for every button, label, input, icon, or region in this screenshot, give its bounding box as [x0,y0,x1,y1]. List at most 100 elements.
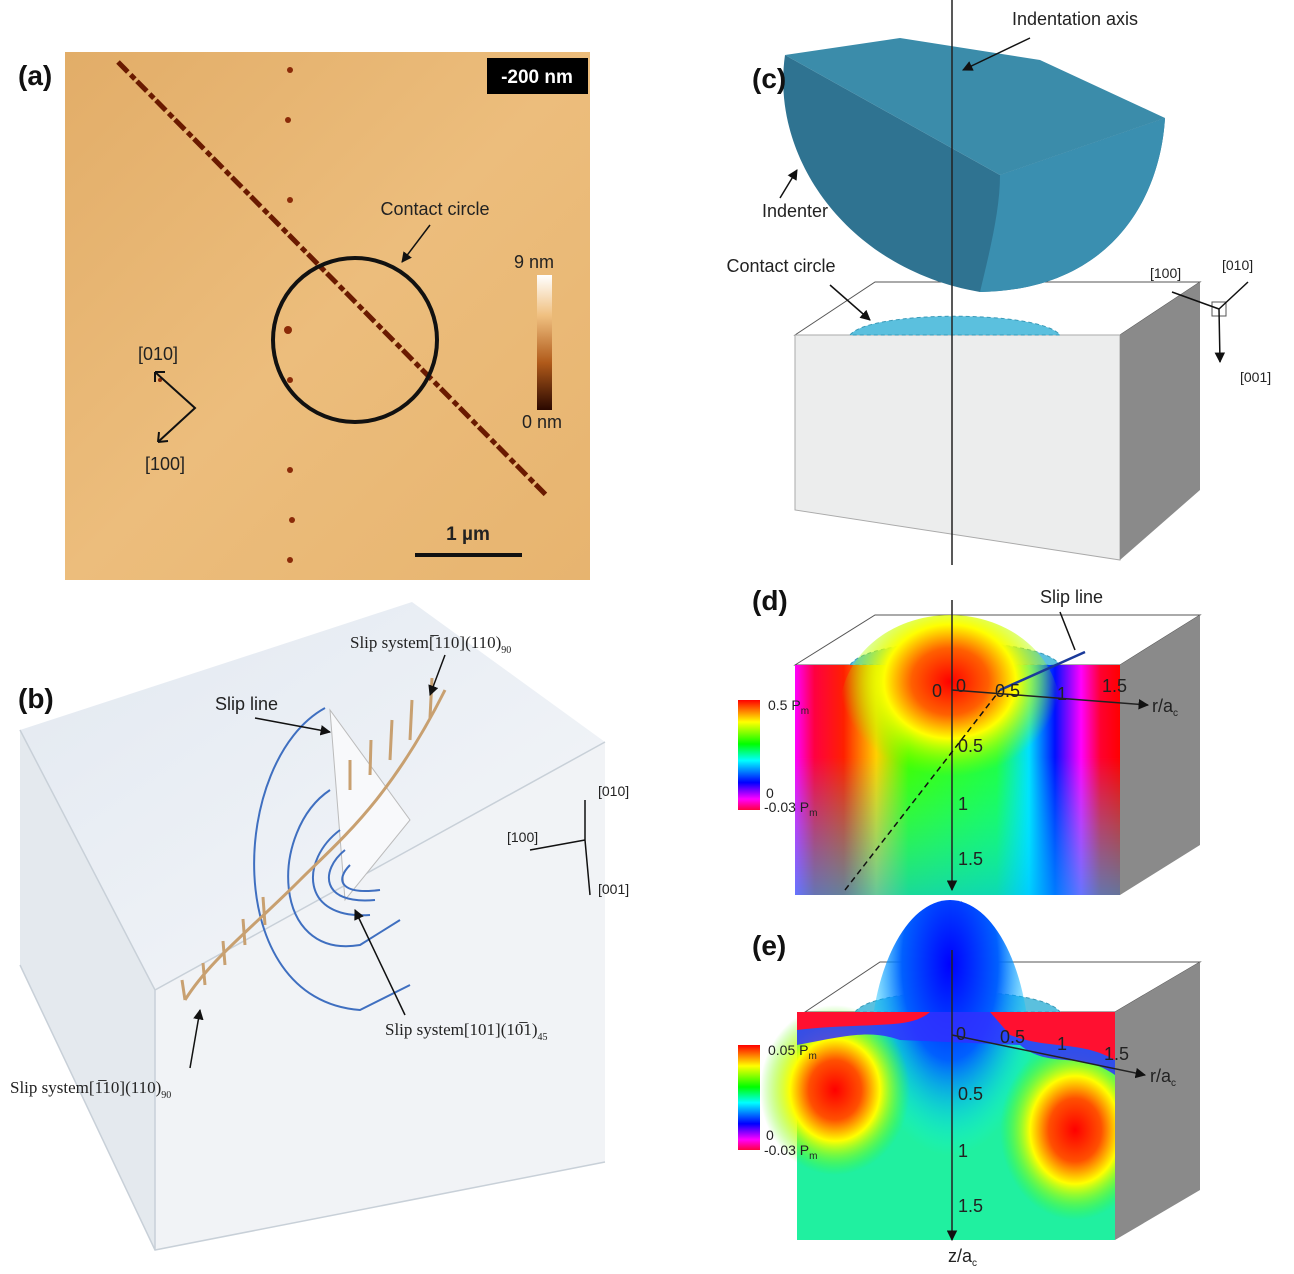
contact-area [848,315,1062,336]
colorbar [537,275,552,410]
r-tick-labels: 0 0.5 1 1.5 [932,676,1127,704]
z-tick-label: 0.5 [958,1084,983,1104]
r-tick-label: 0 [932,681,942,701]
slip-trace [116,60,550,499]
r-tick-label: 1.5 [1102,676,1127,696]
colorbar-min: -0.03 Pm [764,799,817,819]
direction-label: [100] [145,454,185,474]
z-tick-label: 0 [956,1024,966,1044]
r-tick-label: 1 [1057,684,1067,704]
afm-dots [158,67,295,563]
z-tick-label: 0.5 [958,736,983,756]
colorbar-min: 0 nm [522,412,562,432]
depth-label: -200 nm [501,67,573,88]
slip-line-projection [844,689,1001,891]
box-edges [19,729,606,1251]
panel-label: (a) [18,60,52,91]
annotation: Slip system[̅110](110)90 [350,633,511,656]
arrow [1059,611,1076,651]
z-tick-label: 1 [958,1141,968,1161]
annotation: Slip system[101](10̅1)45 [385,1020,548,1043]
direction-label: [100] [507,829,538,845]
colorbar-max: 9 nm [514,252,554,272]
direction-label: [001] [598,881,629,897]
z-tick-label: 0 [956,676,966,696]
colorbar [738,700,760,810]
r-tick-label: 0.5 [995,681,1020,701]
z-tick-labels: 0 0.5 1 1.5 [956,1024,983,1216]
box-right-face [1120,615,1200,895]
z-tick-label: 1.5 [958,849,983,869]
colorbar-min: -0.03 Pm [764,1142,817,1162]
r-tick-label: 1.5 [1104,1044,1129,1064]
colorbar-max: 0.05 Pm [768,1042,817,1062]
stress-peak [760,1005,910,1175]
indenter-top [785,38,1165,175]
direction-label: [010] [598,783,629,799]
box-right-face [155,742,605,1250]
stress-low [870,900,1030,1220]
scale-bar-label: 1 µm [446,524,490,545]
slip-traces [180,677,447,1001]
panel-b: (b) Slip system[̅110](110)90 Slip line [… [10,602,629,1251]
z-tick-label: 1 [958,794,968,814]
box-top-face [20,602,605,990]
arrow [401,224,431,263]
contact-circle [271,256,439,424]
arrow [428,654,446,696]
box-left-face [20,730,155,1250]
stress-peak [1000,1040,1150,1220]
colorbar-zero: 0 [766,1127,774,1143]
panel-a: -200 nm (a) Contact circle 9 nm 0 nm [01… [18,52,590,580]
panel-c: (c) Indentation axis Indenter Contact ci… [726,0,1271,565]
depth-label-box [487,58,588,94]
arrow [189,1008,204,1069]
panel-label: (b) [18,683,54,714]
annotation: Contact circle [380,199,489,219]
afm-image [65,52,590,580]
colorbar [738,1045,760,1150]
annotation: Indenter [762,201,828,221]
annotation: Contact circle [726,256,835,276]
direction-label: [001] [1240,369,1271,385]
box-right-face [1115,962,1200,1240]
z-tick-label: 1.5 [958,1196,983,1216]
indenter-side [980,118,1165,292]
arrow [354,909,406,1016]
direction-label: [010] [1222,257,1253,273]
arrow [254,717,332,736]
arrow [962,37,1031,71]
r-tick-label: 0.5 [1000,1027,1025,1047]
colorbar-zero: 0 [766,785,774,801]
panel-label: (d) [752,585,788,616]
annotation: Indentation axis [1012,9,1138,29]
r-axis-label: r/ac [1150,1066,1176,1089]
annotation: Slip line [1040,587,1103,607]
z-tick-labels: 0 0.5 1 1.5 [956,676,983,869]
slip-contours [253,707,411,1012]
r-axis [951,1034,1147,1079]
annotation: Slip line [215,694,278,714]
panel-d: (d) Slip line 0.5 Pm 0 -0.03 Pm 0 0.5 1 … [738,585,1202,922]
panel-e: (e) 0.05 Pm 0 -0.03 Pm 0.5 1 1.5 r/ac 0 … [738,900,1202,1269]
arrow [779,169,798,199]
panel-label: (e) [752,930,786,961]
panel-label: (c) [752,63,786,94]
z-axis-label: z/ac [948,1246,977,1269]
r-tick-label: 1 [1057,1034,1067,1054]
box-front-face [794,334,1121,561]
annotation: Slip system[1̅10](110)90 [10,1078,171,1101]
arrow [829,284,871,321]
direction-label: [100] [1150,265,1181,281]
direction-arrows [154,371,197,443]
r-axis [951,689,1150,710]
stress-surface [797,1012,1115,1060]
arrow-heads [154,371,169,443]
stress-peak [840,615,1060,805]
direction-axes [1171,281,1249,362]
r-tick-labels: 0.5 1 1.5 [1000,1027,1129,1064]
slip-line [999,650,1086,692]
box-right-face [1120,282,1200,560]
colorbar-max: 0.5 Pm [768,697,809,717]
